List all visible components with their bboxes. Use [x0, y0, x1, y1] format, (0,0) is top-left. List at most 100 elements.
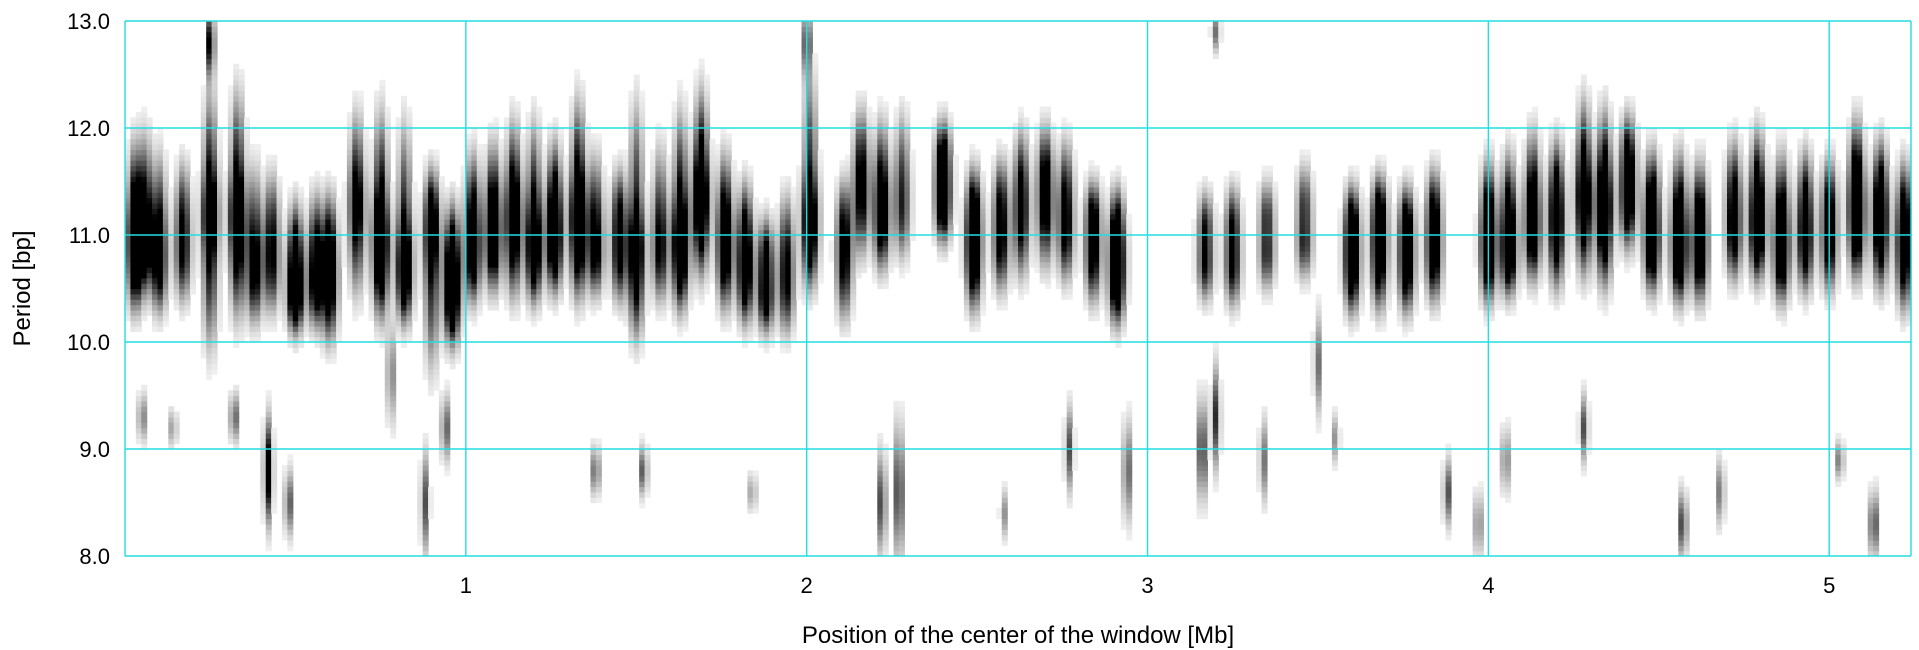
heatmap-cell [644, 481, 651, 488]
heatmap-cell [1299, 240, 1306, 247]
heatmap-cell [552, 240, 559, 247]
heatmap-cell [281, 486, 288, 493]
heatmap-cell [1418, 277, 1425, 284]
heatmap-cell [774, 315, 781, 322]
heatmap-cell [1266, 288, 1273, 295]
heatmap-cell [655, 245, 662, 252]
heatmap-cell [1261, 261, 1268, 268]
heatmap-cell [1607, 251, 1614, 257]
heatmap-cell [1256, 432, 1263, 439]
heatmap-cell [936, 251, 943, 257]
heatmap-cell [1678, 475, 1685, 482]
heatmap-cell [1797, 240, 1804, 247]
heatmap-cell [411, 240, 418, 247]
heatmap-cell [1440, 465, 1447, 471]
heatmap-cell [1532, 299, 1539, 306]
heatmap-cell [725, 251, 732, 257]
heatmap-cell [417, 486, 424, 493]
heatmap-cell [796, 277, 803, 284]
heatmap-cell [882, 240, 889, 247]
heatmap-cell [785, 309, 792, 316]
heatmap-cell [1028, 256, 1035, 263]
heatmap-cell [1586, 422, 1593, 429]
heatmap-cell [179, 288, 186, 295]
heatmap-cell [714, 304, 721, 311]
heatmap-cell [1126, 288, 1133, 295]
heatmap-cell [1591, 267, 1598, 274]
heatmap-cell [428, 309, 435, 316]
heatmap-cell [530, 251, 537, 257]
heatmap-cell [368, 261, 375, 268]
heatmap-cell [1683, 497, 1690, 504]
heatmap-cell [741, 261, 748, 268]
heatmap-cell [287, 491, 294, 498]
heatmap-cell [1196, 507, 1203, 514]
heatmap-cell [1770, 293, 1777, 300]
heatmap-cell [1743, 272, 1750, 279]
heatmap-cell [411, 293, 418, 300]
heatmap-cell [1797, 288, 1804, 295]
heatmap-cell [1835, 261, 1842, 268]
heatmap-cell [1234, 283, 1241, 290]
heatmap-cell [1629, 245, 1636, 252]
heatmap-cell [1196, 299, 1203, 306]
heatmap-cell [541, 283, 548, 290]
heatmap-cell [552, 261, 559, 268]
heatmap-cell [1818, 261, 1825, 268]
heatmap-cell [455, 358, 462, 364]
heatmap-cell [844, 240, 851, 247]
heatmap-cell [731, 245, 738, 252]
heatmap-cell [1873, 539, 1880, 546]
heatmap-cell [352, 315, 359, 322]
heatmap-cell [871, 251, 878, 257]
heatmap-cell [660, 267, 667, 274]
heatmap-cell [866, 245, 873, 252]
heatmap-cell [1261, 470, 1268, 477]
heatmap-cell [1348, 320, 1355, 327]
heatmap-cell [1364, 256, 1371, 263]
heatmap-cell [1445, 449, 1452, 455]
heatmap-cell [244, 256, 251, 263]
heatmap-cell [384, 331, 391, 338]
heatmap-cell [612, 240, 619, 247]
heatmap-cell [303, 299, 310, 306]
heatmap-cell [882, 539, 889, 546]
heatmap-cell [1196, 427, 1203, 434]
heatmap-cell [1867, 502, 1874, 509]
heatmap-cell [1499, 251, 1506, 257]
heatmap-cell [1699, 315, 1706, 322]
heatmap-cell [1602, 277, 1609, 284]
heatmap-cell [1662, 272, 1669, 279]
heatmap-cell [1824, 293, 1831, 300]
heatmap-cell [1066, 443, 1073, 450]
heatmap-cell [1634, 256, 1641, 263]
heatmap-cell [612, 277, 619, 284]
heatmap-cell [833, 309, 840, 316]
heatmap-cell [1856, 240, 1863, 247]
heatmap-cell [233, 288, 240, 295]
heatmap-cell [1548, 277, 1555, 284]
heatmap-cell [541, 251, 548, 257]
heatmap-cell [779, 293, 786, 300]
heatmap-cell [217, 261, 224, 268]
heatmap-cell [1759, 261, 1766, 268]
heatmap-cell [741, 304, 748, 311]
heatmap-cell [758, 315, 765, 322]
heatmap-cell [1072, 427, 1079, 434]
heatmap-cell [877, 529, 884, 536]
heatmap-cell [276, 245, 283, 252]
heatmap-cell [1223, 277, 1230, 284]
heatmap-cell [601, 245, 608, 252]
heatmap-cell [287, 475, 294, 482]
heatmap-cell [265, 277, 272, 284]
heatmap-cell [1369, 309, 1376, 316]
heatmap-cell [1499, 245, 1506, 252]
heatmap-cell [969, 315, 976, 322]
heatmap-cell [1088, 261, 1095, 268]
heatmap-cell [677, 331, 684, 338]
heatmap-cell [1120, 475, 1127, 482]
heatmap-cell [763, 331, 770, 338]
heatmap-cell [833, 288, 840, 295]
heatmap-cell [1375, 320, 1382, 327]
heatmap-cell [1396, 320, 1403, 327]
